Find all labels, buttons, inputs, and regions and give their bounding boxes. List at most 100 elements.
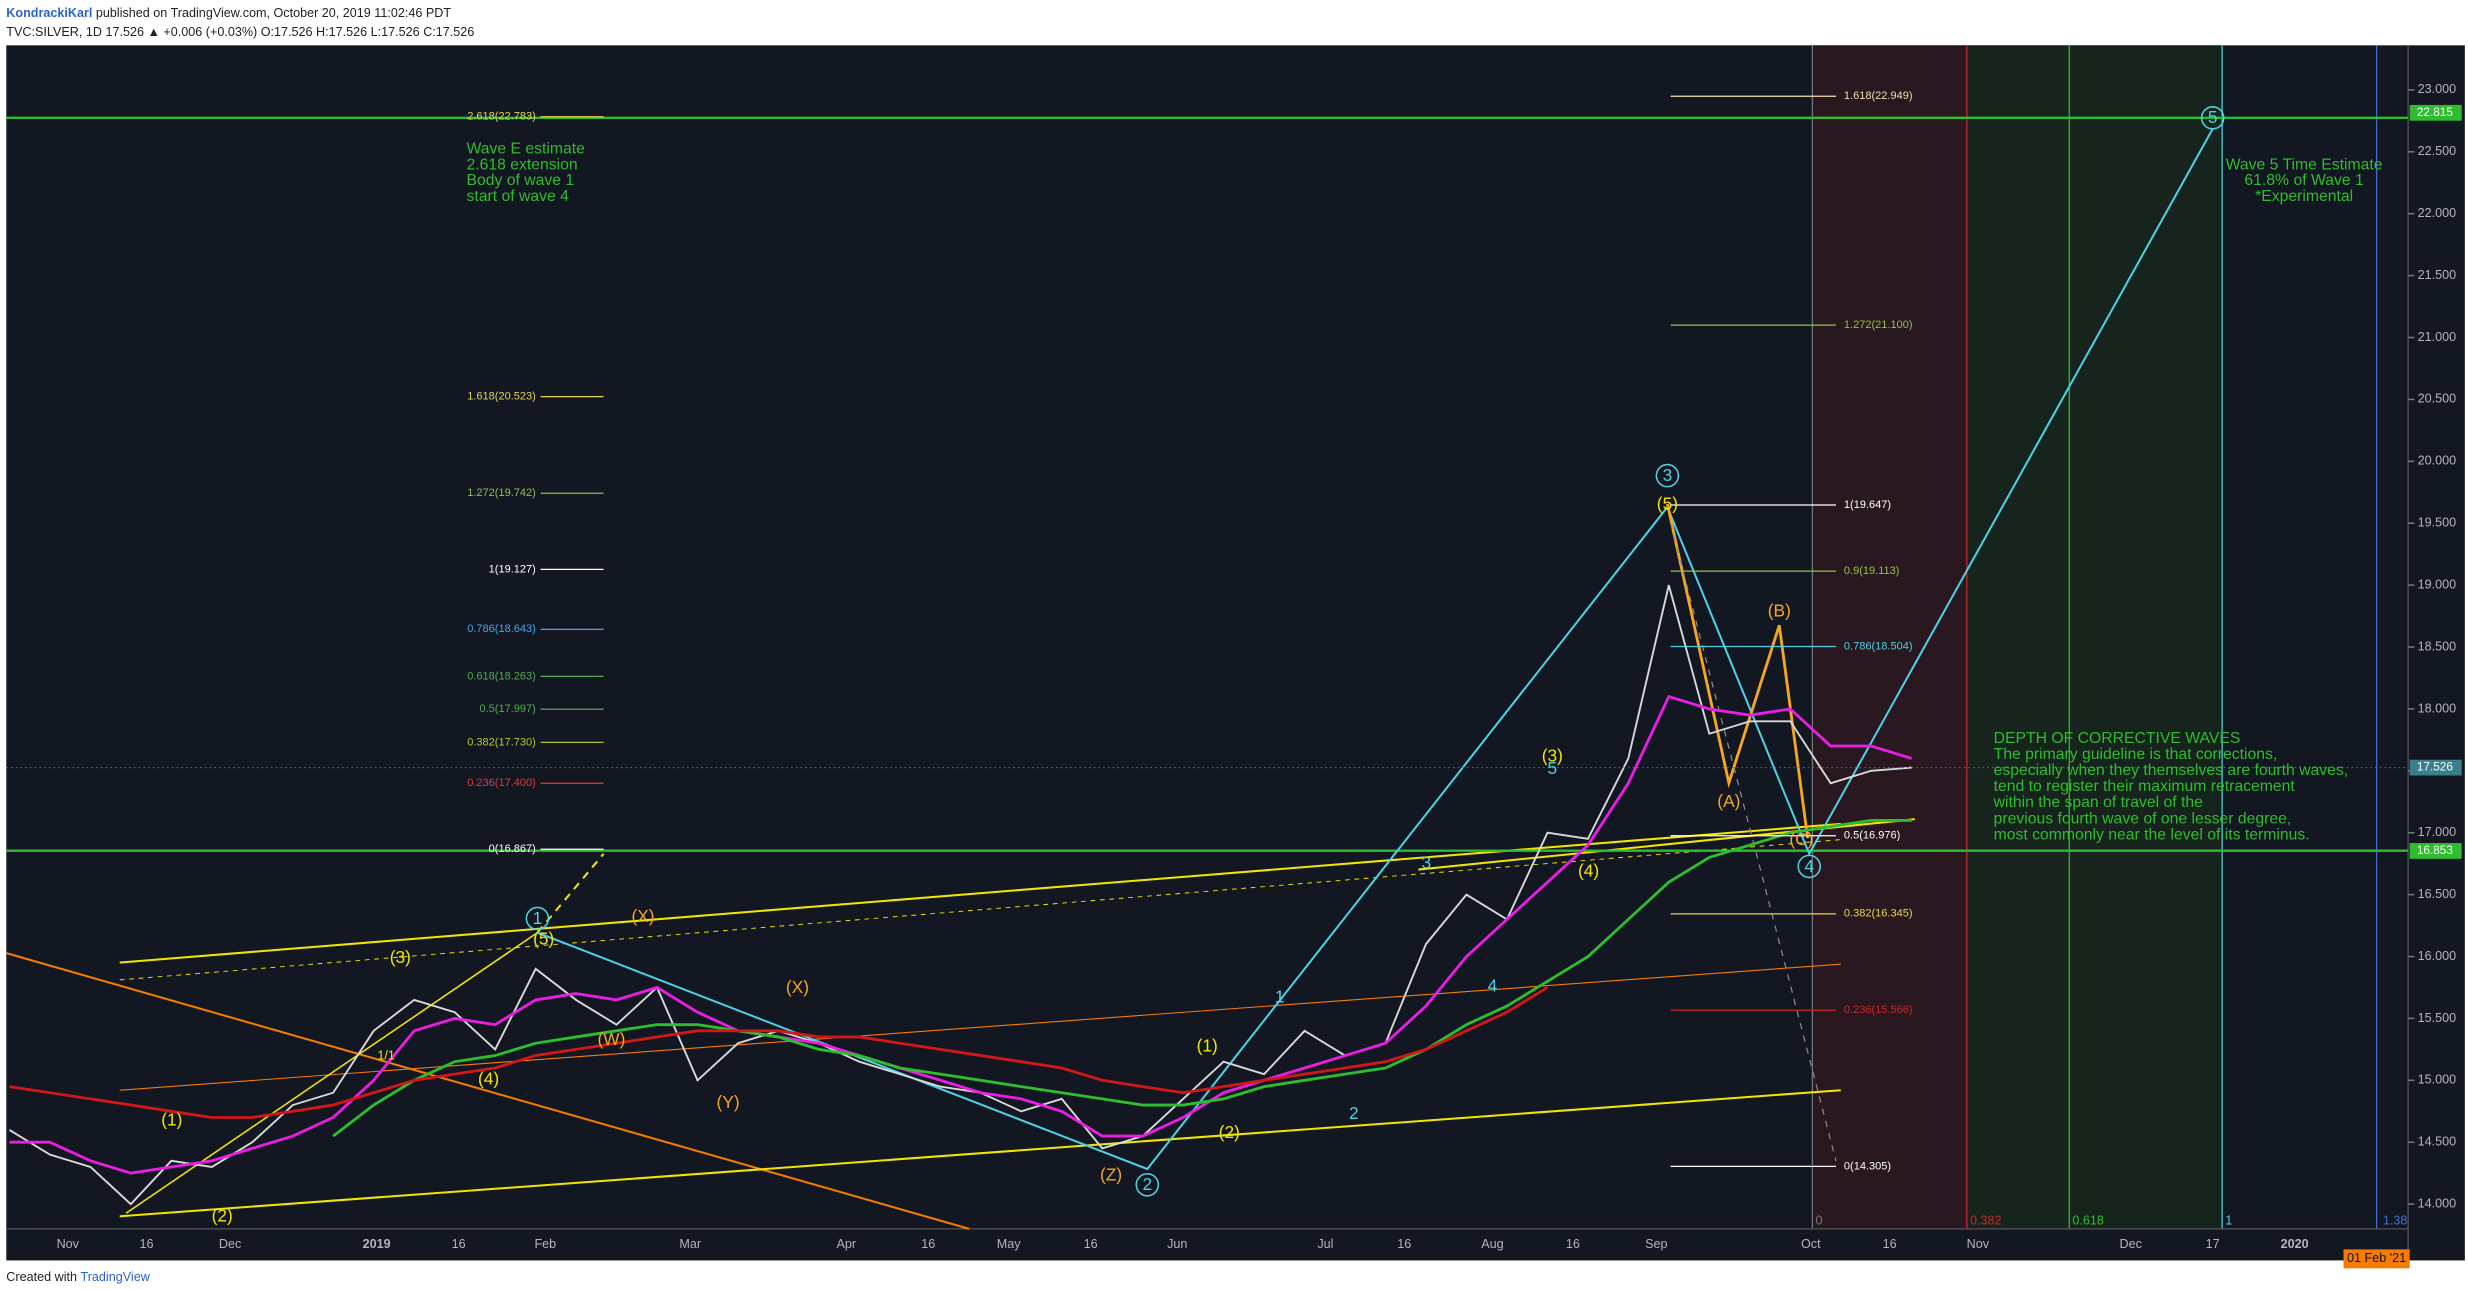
channel-line: [119, 839, 1841, 981]
y-tick-label: 22.000: [2418, 206, 2457, 220]
y-tick-label: 15.000: [2418, 1073, 2457, 1087]
y-tick-label: 16.000: [2418, 949, 2457, 963]
y-tick-label: 19.000: [2418, 577, 2457, 591]
y-tick-label: 15.500: [2418, 1011, 2457, 1025]
fib-label: 0.786(18.504): [1844, 640, 1913, 652]
x-tick-label: Feb: [534, 1237, 556, 1251]
price-label: 17.526: [2417, 760, 2454, 774]
fib-label: 0.9(19.113): [1844, 565, 1900, 577]
time-fib-label: 0.382: [1970, 1213, 2002, 1227]
wave-label: 2: [1349, 1103, 1359, 1123]
wave-label: (3): [1542, 745, 1563, 765]
fib-label: 1.618(20.523): [467, 390, 536, 402]
fib-label: 0.382(16.345): [1844, 908, 1913, 920]
fib-label: 1(19.647): [1844, 499, 1891, 511]
channel-line: [119, 1089, 1841, 1218]
channel-line: [119, 822, 1841, 964]
annotation: tend to register their maximum retraceme…: [1994, 778, 2296, 795]
wave-circle: [1135, 1172, 1160, 1197]
y-tick-label: 18.500: [2418, 639, 2457, 653]
fib-label: 0.5(16.976): [1844, 830, 1900, 842]
annotation: Wave E estimate: [466, 141, 585, 158]
wave-label: (5): [533, 928, 554, 948]
y-tick-label: 19.500: [2418, 516, 2457, 530]
price-label: 22.815: [2417, 105, 2454, 119]
annotation: within the span of travel of the: [1993, 794, 2203, 811]
annotation: previous fourth wave of one lesser degre…: [1994, 810, 2292, 827]
trend-line: [1669, 522, 1837, 1162]
y-tick-label: 21.000: [2418, 330, 2457, 344]
date-marker: 01 Feb '21: [2347, 1251, 2406, 1265]
annotation: especially when they themselves are four…: [1994, 762, 2349, 779]
wave-label: 1/1: [377, 1049, 395, 1063]
wave-label: 1: [533, 908, 543, 928]
wave-label: (4): [1578, 861, 1599, 881]
x-tick-label: Jun: [1167, 1237, 1187, 1251]
published: published on TradingView.com, October 20…: [96, 6, 451, 20]
drawings: [6, 116, 2409, 1230]
y-tick-label: 18.000: [2418, 701, 2457, 715]
wave-label: 4: [1804, 856, 1814, 876]
wave-label: (X): [786, 977, 809, 997]
header-line: KondrackiKarl published on TradingView.c…: [6, 6, 451, 20]
wave-circle: [1655, 463, 1680, 488]
y-tick-label: 16.500: [2418, 887, 2457, 901]
wave-label: (1): [1197, 1035, 1218, 1055]
time-zone: [1812, 45, 1967, 1229]
trend-line: [6, 952, 970, 1230]
series-line: [8, 584, 1912, 1206]
annotation: The primary guideline is that correction…: [1994, 746, 2278, 763]
x-tick-label: 2020: [2281, 1237, 2309, 1251]
y-tick-label: 14.000: [2418, 1196, 2457, 1210]
author: KondrackiKarl: [6, 6, 92, 20]
wave-label: 2: [1143, 1174, 1153, 1194]
wave-circle: [525, 906, 550, 931]
wave-label: (C): [1789, 829, 1813, 849]
fib-label: 0.618(18.263): [467, 670, 536, 682]
fib-label: 0(16.867): [489, 843, 536, 855]
annotation: Wave 5 Time Estimate: [2226, 156, 2383, 173]
wave-label: (A): [1717, 791, 1740, 811]
wave-label: (B): [1768, 600, 1791, 620]
x-tick-label: Dec: [219, 1237, 241, 1251]
wave-label: (Y): [717, 1092, 740, 1112]
wave-label: (2): [1219, 1122, 1240, 1142]
fib-label: 1(19.127): [489, 563, 536, 575]
date-marker-box: [2343, 1249, 2410, 1269]
annotation: *Experimental: [2255, 188, 2353, 205]
x-tick-label: Nov: [57, 1237, 80, 1251]
wave-label: (5): [1657, 493, 1678, 513]
y-tick-label: 20.500: [2418, 392, 2457, 406]
fib-label: 1.272(19.742): [467, 487, 536, 499]
annotation: Body of wave 1: [466, 172, 574, 189]
y-tick-label: 17.000: [2418, 825, 2457, 839]
annotation: start of wave 4: [466, 188, 569, 205]
time-zone: [1966, 45, 2223, 1229]
wave-label: 4: [1488, 976, 1498, 996]
y-tick-label: 14.500: [2418, 1135, 2457, 1149]
annotation: 61.8% of Wave 1: [2244, 172, 2363, 189]
footer-created: Created with: [6, 1270, 77, 1284]
time-fib-label: 1: [2225, 1213, 2232, 1227]
x-tick-label: 16: [1397, 1237, 1411, 1251]
x-tick-label: Oct: [1801, 1237, 1821, 1251]
symbol-line: TVC:SILVER, 1D 17.526 ▲ +0.006 (+0.03%) …: [6, 25, 474, 39]
price-label-box: [2409, 759, 2462, 776]
fib-label: 0(14.305): [1844, 1160, 1891, 1172]
annotation: most commonly near the level of its term…: [1994, 826, 2310, 843]
x-tick-label: 17: [2206, 1237, 2220, 1251]
price-label-box: [2409, 104, 2462, 121]
price-label-box: [2409, 843, 2462, 859]
wave-circle: [1797, 854, 1822, 879]
fib-label: 0.382(17.730): [467, 736, 536, 748]
footer-brand: TradingView: [81, 1270, 151, 1284]
series-line: [9, 986, 1549, 1119]
x-tick-label: 16: [921, 1237, 935, 1251]
fib-label: 1.618(22.949): [1844, 90, 1913, 102]
wave-label: (4): [478, 1069, 499, 1089]
x-tick-label: 16: [1883, 1237, 1897, 1251]
fib-label: 0.236(15.566): [1844, 1004, 1913, 1016]
time-fib-label: 1.38: [2383, 1213, 2408, 1227]
series-line: [332, 818, 1912, 1138]
fib-label: 0.786(18.643): [467, 623, 536, 635]
